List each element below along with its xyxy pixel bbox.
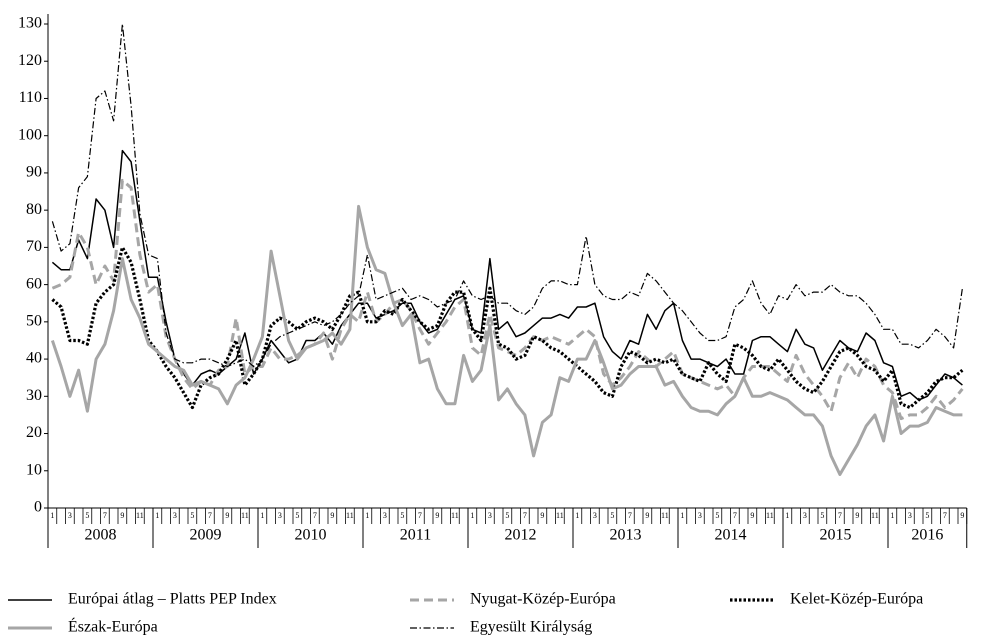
year-label: 2012 bbox=[505, 527, 537, 544]
year-label: 2014 bbox=[715, 527, 747, 544]
x-tick-label: 5 bbox=[190, 511, 194, 520]
x-tick-label: 9 bbox=[855, 511, 859, 520]
year-label: 2008 bbox=[85, 527, 117, 544]
x-tick-label: 1 bbox=[785, 511, 789, 520]
x-tick-label: 7 bbox=[103, 511, 107, 520]
x-tick-label: 11 bbox=[241, 511, 249, 520]
x-tick-label: 3 bbox=[698, 511, 702, 520]
x-tick-label: 1 bbox=[50, 511, 54, 520]
year-label: 2011 bbox=[400, 527, 431, 544]
year-label: 2009 bbox=[190, 527, 222, 544]
y-tick-label: 90 bbox=[26, 164, 42, 181]
x-tick-label: 11 bbox=[136, 511, 144, 520]
x-tick-label: 9 bbox=[960, 511, 964, 520]
x-tick-label: 3 bbox=[68, 511, 72, 520]
y-tick-label: 80 bbox=[26, 201, 42, 218]
y-tick-label: 70 bbox=[26, 238, 42, 255]
x-tick-label: 5 bbox=[610, 511, 614, 520]
x-tick-label: 9 bbox=[120, 511, 124, 520]
x-tick-label: 9 bbox=[330, 511, 334, 520]
x-tick-label: 5 bbox=[295, 511, 299, 520]
x-tick-label: 7 bbox=[313, 511, 317, 520]
x-tick-label: 3 bbox=[488, 511, 492, 520]
x-tick-label: 9 bbox=[225, 511, 229, 520]
x-tick-label: 9 bbox=[645, 511, 649, 520]
x-tick-label: 11 bbox=[556, 511, 564, 520]
x-tick-label: 7 bbox=[733, 511, 737, 520]
x-tick-label: 1 bbox=[680, 511, 684, 520]
x-tick-label: 1 bbox=[575, 511, 579, 520]
x-tick-label: 3 bbox=[908, 511, 912, 520]
x-tick-label: 11 bbox=[346, 511, 354, 520]
x-tick-label: 3 bbox=[803, 511, 807, 520]
x-tick-label: 9 bbox=[750, 511, 754, 520]
x-tick-label: 11 bbox=[871, 511, 879, 520]
x-tick-label: 7 bbox=[418, 511, 422, 520]
x-tick-label: 5 bbox=[820, 511, 824, 520]
x-tick-label: 3 bbox=[278, 511, 282, 520]
y-tick-label: 120 bbox=[18, 52, 42, 69]
x-tick-label: 5 bbox=[400, 511, 404, 520]
x-tick-label: 7 bbox=[208, 511, 212, 520]
series-line bbox=[51, 149, 963, 401]
x-tick-label: 11 bbox=[766, 511, 774, 520]
legend-label: Észak-Európa bbox=[68, 617, 158, 636]
y-tick-label: 130 bbox=[18, 15, 42, 32]
x-tick-label: 11 bbox=[661, 511, 669, 520]
year-label: 2016 bbox=[911, 527, 943, 544]
y-tick-label: 40 bbox=[26, 350, 42, 367]
x-tick-label: 3 bbox=[593, 511, 597, 520]
y-tick-label: 50 bbox=[26, 313, 42, 330]
series-line bbox=[51, 23, 963, 368]
x-tick-label: 9 bbox=[540, 511, 544, 520]
legend-label: Nyugat-Közép-Európa bbox=[470, 591, 616, 608]
x-tick-label: 9 bbox=[435, 511, 439, 520]
x-tick-label: 1 bbox=[155, 511, 159, 520]
x-tick-label: 1 bbox=[365, 511, 369, 520]
year-label: 2013 bbox=[610, 527, 642, 544]
y-tick-label: 110 bbox=[19, 89, 42, 106]
x-tick-label: 1 bbox=[470, 511, 474, 520]
y-tick-label: 10 bbox=[26, 461, 42, 478]
y-tick-label: 20 bbox=[26, 424, 42, 441]
y-tick-label: 0 bbox=[34, 499, 42, 516]
x-tick-label: 7 bbox=[523, 511, 527, 520]
legend-label: Kelet-Közép-Európa bbox=[790, 591, 923, 608]
x-tick-label: 7 bbox=[628, 511, 632, 520]
x-tick-label: 5 bbox=[715, 511, 719, 520]
x-tick-label: 5 bbox=[505, 511, 509, 520]
x-tick-label: 1 bbox=[890, 511, 894, 520]
x-tick-label: 1 bbox=[260, 511, 264, 520]
y-tick-label: 60 bbox=[26, 275, 42, 292]
x-tick-label: 5 bbox=[925, 511, 929, 520]
series-line bbox=[50, 204, 963, 476]
x-tick-label: 5 bbox=[85, 511, 89, 520]
series-line bbox=[51, 178, 964, 421]
y-tick-label: 100 bbox=[18, 126, 42, 143]
year-label: 2015 bbox=[820, 527, 852, 544]
x-tick-label: 3 bbox=[383, 511, 387, 520]
x-tick-label: 3 bbox=[173, 511, 177, 520]
x-tick-label: 11 bbox=[451, 511, 459, 520]
x-tick-label: 7 bbox=[943, 511, 947, 520]
legend-label: Egyesült Királyság bbox=[470, 619, 592, 636]
legend-label: Európai átlag – Platts PEP Index bbox=[68, 591, 277, 608]
year-label: 2010 bbox=[295, 527, 327, 544]
y-tick-label: 30 bbox=[26, 387, 42, 404]
x-tick-label: 7 bbox=[838, 511, 842, 520]
